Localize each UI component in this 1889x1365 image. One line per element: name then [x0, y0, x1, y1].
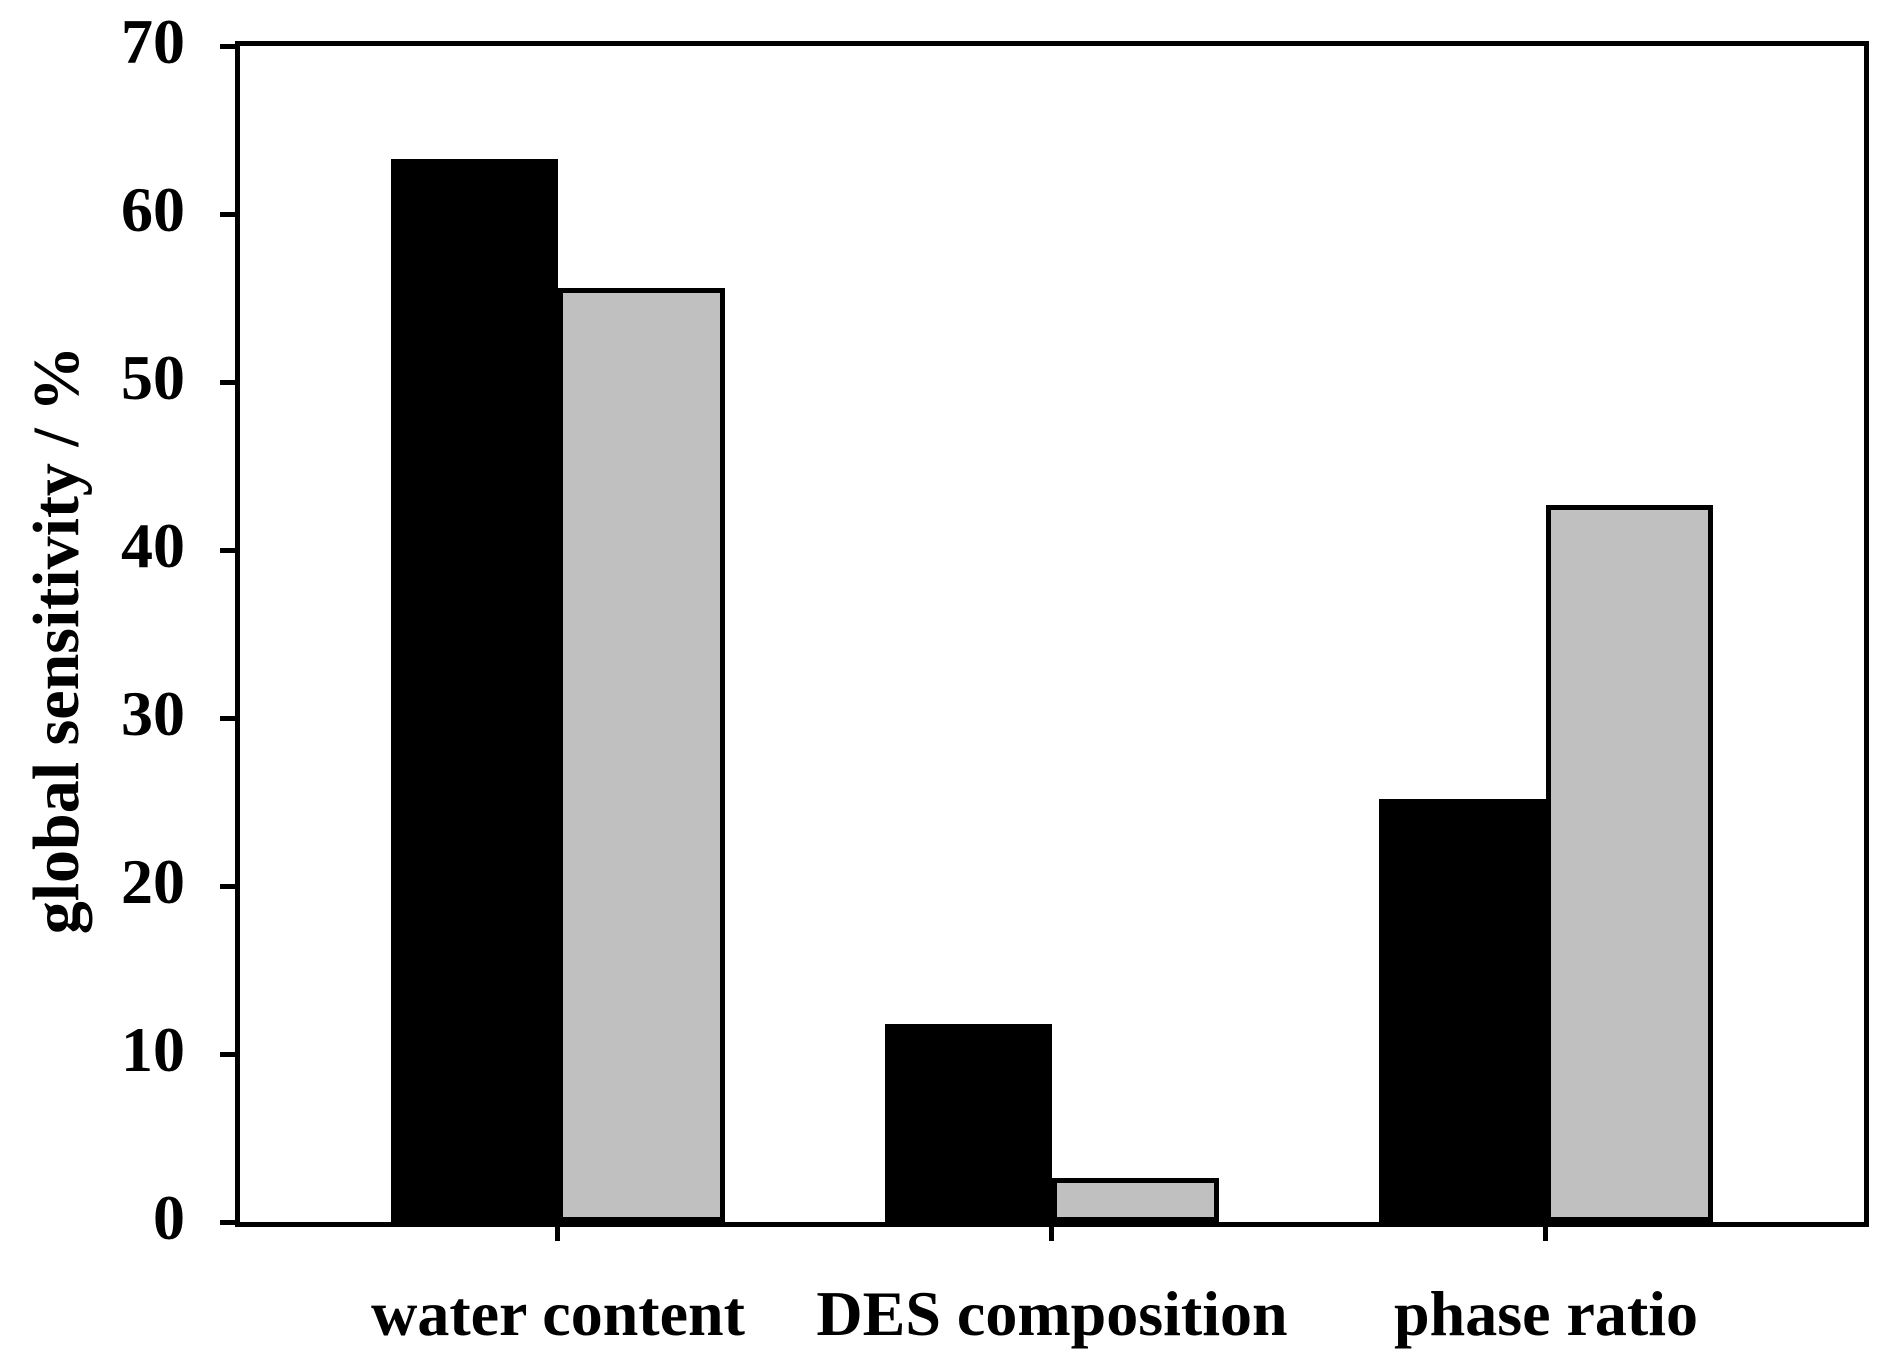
y-tick-70 [220, 44, 235, 49]
y-tick-50 [220, 380, 235, 385]
y-tick-label-10: 10 [121, 1014, 185, 1085]
x-tick-label-des-composition: DES composition [816, 1278, 1288, 1349]
x-tick-des-composition [1049, 1227, 1054, 1241]
bar-black-bars-des-composition [885, 1024, 1052, 1222]
y-tick-0 [220, 1220, 235, 1225]
y-tick-label-50: 50 [121, 342, 185, 413]
y-axis-title: global sensitivity / % [20, 345, 93, 935]
bar-gray-bars-water-content [558, 288, 725, 1222]
y-tick-label-20: 20 [121, 846, 185, 917]
y-tick-60 [220, 212, 235, 217]
plot-area [235, 41, 1869, 1227]
y-tick-label-60: 60 [121, 174, 185, 245]
y-tick-label-70: 70 [121, 6, 185, 77]
bar-black-bars-phase-ratio [1379, 799, 1546, 1222]
y-tick-label-0: 0 [153, 1182, 185, 1253]
y-tick-20 [220, 884, 235, 889]
y-tick-40 [220, 548, 235, 553]
y-tick-10 [220, 1052, 235, 1057]
bar-black-bars-water-content [391, 159, 558, 1222]
x-tick-phase-ratio [1543, 1227, 1548, 1241]
y-tick-label-30: 30 [121, 678, 185, 749]
x-tick-water-content [555, 1227, 560, 1241]
y-tick-label-40: 40 [121, 510, 185, 581]
x-tick-label-phase-ratio: phase ratio [1394, 1278, 1698, 1349]
y-tick-30 [220, 716, 235, 721]
x-tick-label-water-content: water content [371, 1278, 745, 1349]
bar-gray-bars-phase-ratio [1546, 505, 1713, 1222]
bar-gray-bars-des-composition [1052, 1178, 1219, 1222]
